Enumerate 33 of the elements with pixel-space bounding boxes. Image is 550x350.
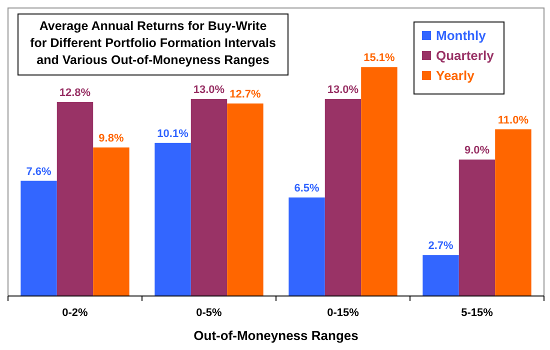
data-label: 10.1% (157, 128, 189, 140)
x-tick-label: 0-5% (196, 307, 222, 319)
data-label: 15.1% (364, 52, 396, 64)
data-label: 13.0% (327, 84, 359, 96)
bar (324, 98, 362, 296)
data-label: 11.0% (498, 114, 529, 126)
bar (154, 142, 191, 296)
bar (458, 160, 496, 296)
x-axis-title: Out-of-Moneyness Ranges (194, 328, 358, 343)
data-label: 7.6% (26, 166, 52, 178)
x-tick-label: 0-2% (62, 307, 88, 319)
data-label: 12.7% (230, 88, 262, 100)
legend-label: Yearly (436, 68, 476, 83)
bar (93, 147, 130, 296)
text: Average Annual Returns for Buy-Write for Different Portfolio Formation Intervals and Various Out-of-Moneyness Ranges (30, 19, 276, 67)
bar (56, 102, 94, 296)
data-label: 6.5% (294, 182, 320, 194)
bar (361, 67, 398, 296)
data-label: 9.0% (464, 144, 490, 157)
x-tick-label: 5-15% (461, 307, 494, 319)
legend-label: Monthly (436, 28, 487, 43)
data-label: 12.8% (59, 86, 91, 99)
data-label: 9.8% (98, 132, 124, 144)
bar (227, 103, 264, 296)
data-label: 2.7% (428, 240, 454, 252)
bar (495, 129, 532, 296)
bar (20, 180, 57, 296)
bar (288, 197, 325, 296)
legend-label: Quarterly (436, 48, 495, 63)
x-tick-label: 0-15% (327, 307, 360, 319)
bar (422, 255, 459, 296)
bar (190, 98, 228, 296)
data-label: 13.0% (193, 84, 225, 96)
